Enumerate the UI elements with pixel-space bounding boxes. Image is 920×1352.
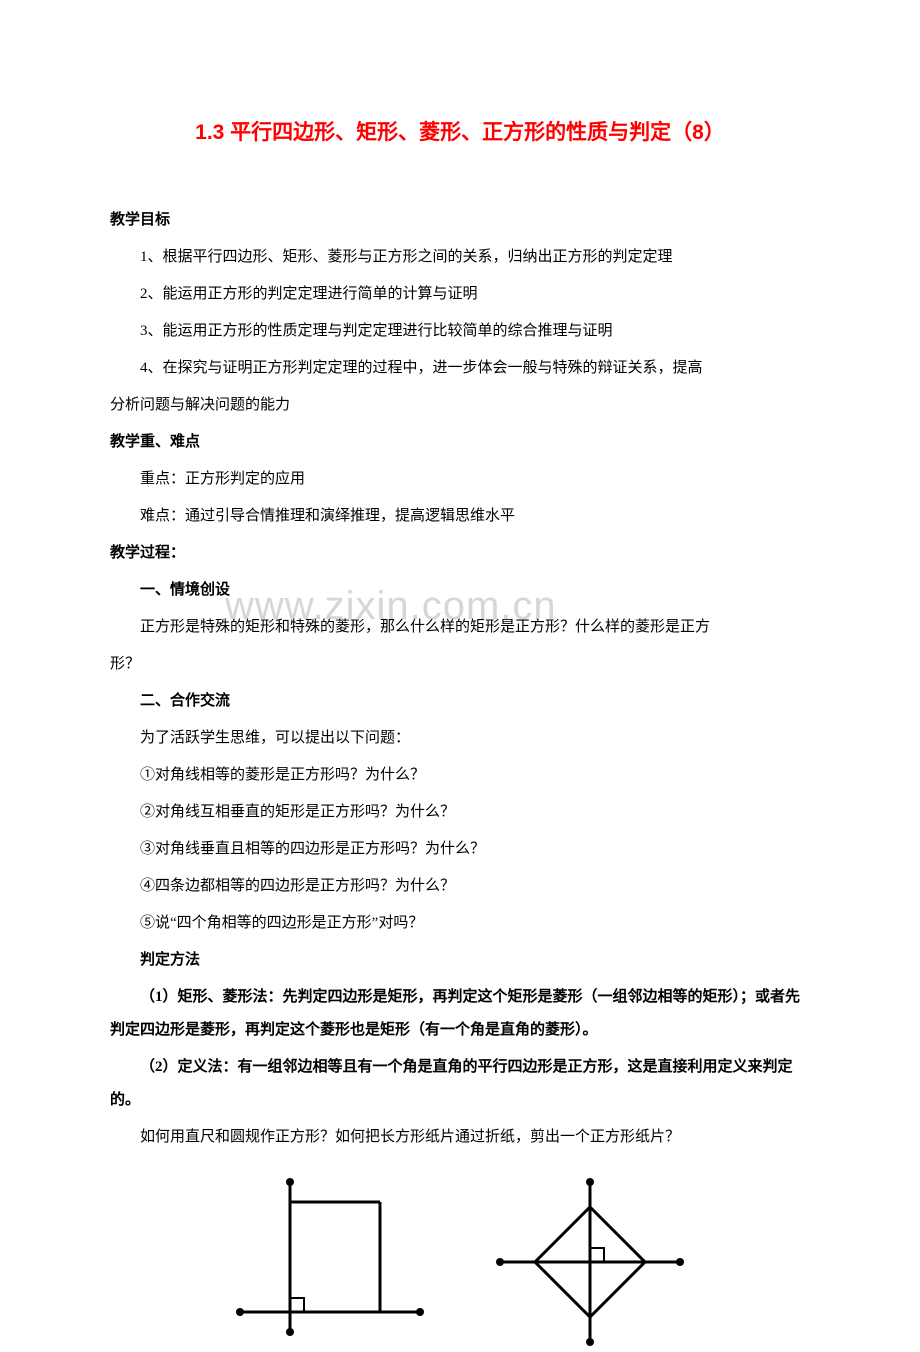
- diagram-diamond-on-axes: [490, 1172, 690, 1352]
- final-question: 如何用直尺和圆规作正方形？如何把长方形纸片通过折纸，剪出一个正方形纸片？: [110, 1121, 810, 1154]
- goal-item-3: 3、能运用正方形的性质定理与判定定理进行比较简单的综合推理与证明: [110, 315, 810, 348]
- diagram-row: [110, 1172, 810, 1352]
- goal-item-4: 4、在探究与证明正方形判定定理的过程中，进一步体会一般与特殊的辩证关系，提高: [110, 352, 810, 385]
- coop-item-1: ①对角线相等的菱形是正方形吗？为什么？: [110, 759, 810, 792]
- coop-item-3: ③对角线垂直且相等的四边形是正方形吗？为什么？: [110, 833, 810, 866]
- goal-item-2: 2、能运用正方形的判定定理进行简单的计算与证明: [110, 278, 810, 311]
- section-goals-label: 教学目标: [110, 204, 810, 237]
- goal-tail: 分析问题与解决问题的能力: [110, 389, 810, 422]
- method-2: （2）定义法：有一组邻边相等且有一个角是直角的平行四边形是正方形，这是直接利用定…: [110, 1051, 810, 1117]
- scene-1: 正方形是特殊的矩形和特殊的菱形，那么什么样的矩形是正方形？什么样的菱形是正方: [110, 611, 810, 644]
- coop-label: 二、合作交流: [110, 685, 810, 718]
- coop-item-2: ②对角线互相垂直的矩形是正方形吗？为什么？: [110, 796, 810, 829]
- method-label: 判定方法: [110, 944, 810, 977]
- scene-label: 一、情境创设: [110, 574, 810, 607]
- scene-tail: 形？: [110, 648, 810, 681]
- method-1: （1）矩形、菱形法：先判定四边形是矩形，再判定这个矩形是菱形（一组邻边相等的矩形…: [110, 981, 810, 1047]
- diff-1: 重点：正方形判定的应用: [110, 463, 810, 496]
- diagram-square-on-axes: [230, 1172, 430, 1347]
- section-diff-label: 教学重、难点: [110, 426, 810, 459]
- diff-2: 难点：通过引导合情推理和演绎推理，提高逻辑思维水平: [110, 500, 810, 533]
- goal-item-1: 1、根据平行四边形、矩形、菱形与正方形之间的关系，归纳出正方形的判定定理: [110, 241, 810, 274]
- coop-intro: 为了活跃学生思维，可以提出以下问题：: [110, 722, 810, 755]
- page-title: 1.3 平行四边形、矩形、菱形、正方形的性质与判定（8）: [110, 110, 810, 156]
- coop-item-5: ⑤说“四个角相等的四边形是正方形”对吗？: [110, 907, 810, 940]
- coop-item-4: ④四条边都相等的四边形是正方形吗？为什么？: [110, 870, 810, 903]
- section-proc-label: 教学过程：: [110, 537, 810, 570]
